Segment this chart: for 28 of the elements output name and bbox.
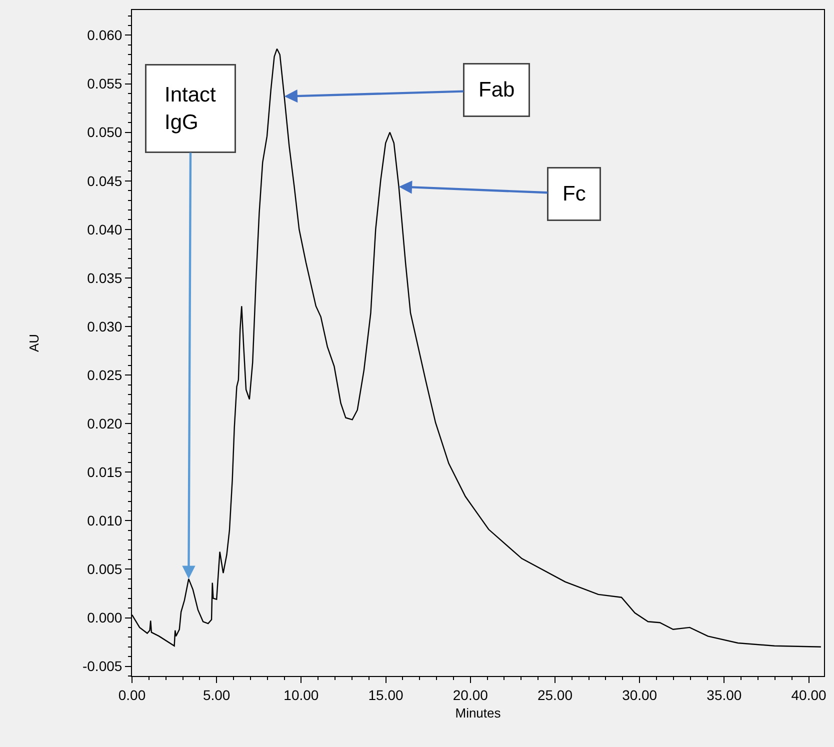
x-tick-label: 25.00 bbox=[537, 686, 573, 703]
y-tick-label: 0.045 bbox=[87, 172, 122, 189]
y-tick-label: 0.030 bbox=[87, 318, 122, 334]
x-tick-label: 5.00 bbox=[202, 686, 230, 703]
annotation: Fab bbox=[478, 78, 515, 102]
x-tick-label: 30.00 bbox=[622, 686, 658, 703]
x-tick-label: 40.00 bbox=[791, 686, 826, 703]
annotation: Intact IgG bbox=[164, 84, 216, 134]
y-tick-label: 0.040 bbox=[87, 221, 122, 238]
y-tick-label: 0.015 bbox=[87, 464, 122, 480]
y-tick-label: 0.025 bbox=[87, 366, 122, 383]
annotation: Fc bbox=[562, 182, 586, 206]
y-tick-label: -0.005 bbox=[82, 658, 122, 674]
x-tick-label: 10.00 bbox=[284, 686, 319, 703]
y-axis-title: AU bbox=[26, 334, 42, 352]
y-tick-label: 0.035 bbox=[87, 270, 122, 286]
y-tick-label: 0.020 bbox=[87, 415, 122, 432]
y-tick-label: 0.060 bbox=[87, 27, 122, 44]
x-axis-title: Minutes bbox=[455, 705, 502, 720]
x-tick-label: 0.00 bbox=[118, 686, 146, 703]
y-tick-label: 0.050 bbox=[87, 124, 122, 140]
y-tick-label: 0.010 bbox=[87, 512, 122, 529]
x-tick-label: 35.00 bbox=[706, 686, 742, 703]
x-tick-label: 15.00 bbox=[368, 686, 404, 703]
y-tick-label: 0.000 bbox=[87, 610, 122, 626]
y-tick-label: 0.055 bbox=[87, 76, 122, 92]
x-tick-label: 20.00 bbox=[452, 686, 488, 703]
y-tick-label: 0.005 bbox=[87, 561, 122, 578]
